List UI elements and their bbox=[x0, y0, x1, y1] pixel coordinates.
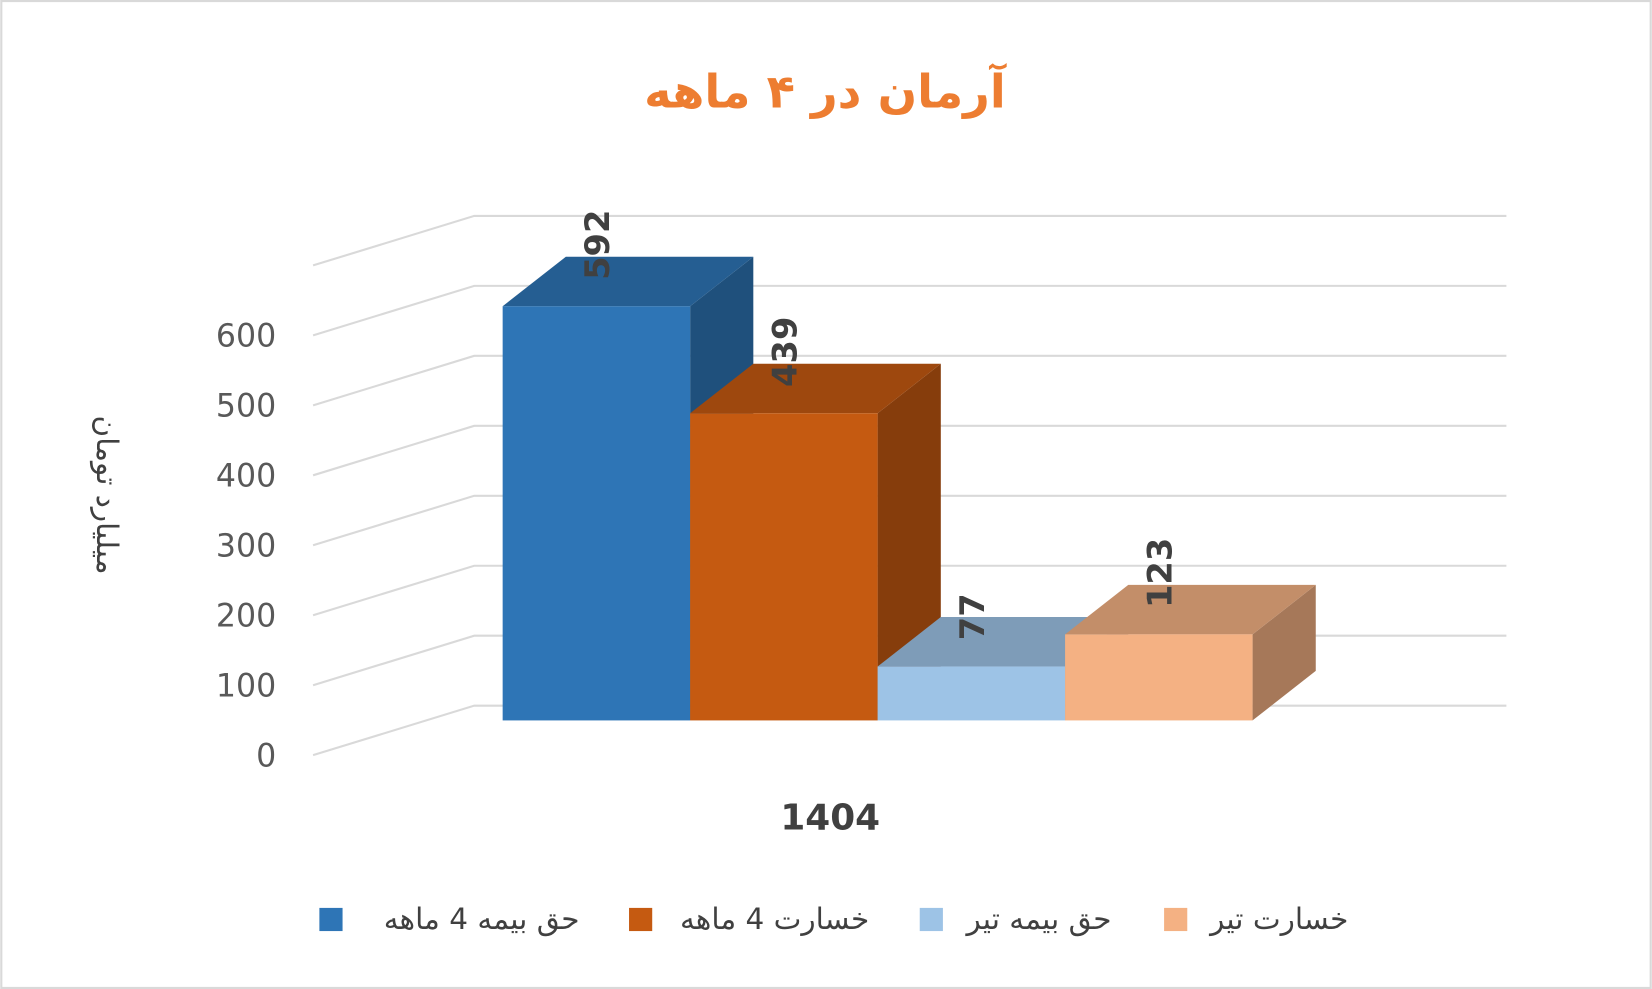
value-label: 77 bbox=[953, 593, 992, 640]
legend-label: حق بیمه 4 ماهه bbox=[384, 902, 580, 936]
legend-label: خسارت تیر bbox=[1208, 902, 1348, 936]
x-tick-label: 1404 bbox=[780, 797, 880, 838]
y-tick-label: 500 bbox=[216, 388, 276, 424]
bar bbox=[877, 666, 1066, 721]
bar-top bbox=[690, 363, 941, 414]
bar-top bbox=[1065, 584, 1316, 635]
bar bbox=[1065, 634, 1253, 721]
bar bbox=[502, 306, 691, 721]
legend-swatch bbox=[1164, 907, 1188, 932]
legend-label: حق بیمه تیر bbox=[965, 902, 1112, 936]
chart-title: آرمان در ۴ ماهه bbox=[644, 62, 1007, 118]
value-label: 439 bbox=[766, 317, 805, 387]
y-tick-label: 0 bbox=[256, 738, 276, 774]
y-axis-label: میلیارد تومان bbox=[90, 416, 124, 575]
value-label: 123 bbox=[1140, 538, 1179, 608]
bar-side bbox=[1252, 584, 1316, 721]
y-tick-label: 100 bbox=[216, 668, 276, 704]
grid-line bbox=[312, 284, 1507, 337]
value-label: 592 bbox=[578, 210, 617, 280]
bar-top bbox=[502, 256, 754, 307]
y-tick-label: 400 bbox=[216, 458, 276, 494]
y-tick-label: 300 bbox=[216, 528, 276, 564]
bar bbox=[690, 413, 878, 721]
legend-label: خسارت 4 ماهه bbox=[680, 902, 869, 936]
grid-line bbox=[312, 354, 1507, 407]
y-tick-label: 200 bbox=[216, 598, 276, 634]
legend-swatch bbox=[919, 907, 943, 932]
grid-line bbox=[312, 424, 1507, 477]
legend-swatch bbox=[319, 907, 343, 932]
y-tick-label: 600 bbox=[216, 318, 276, 354]
legend-swatch bbox=[629, 907, 653, 932]
grid-line bbox=[312, 564, 1507, 617]
grid-line bbox=[312, 494, 1507, 547]
grid-line bbox=[312, 214, 1507, 267]
